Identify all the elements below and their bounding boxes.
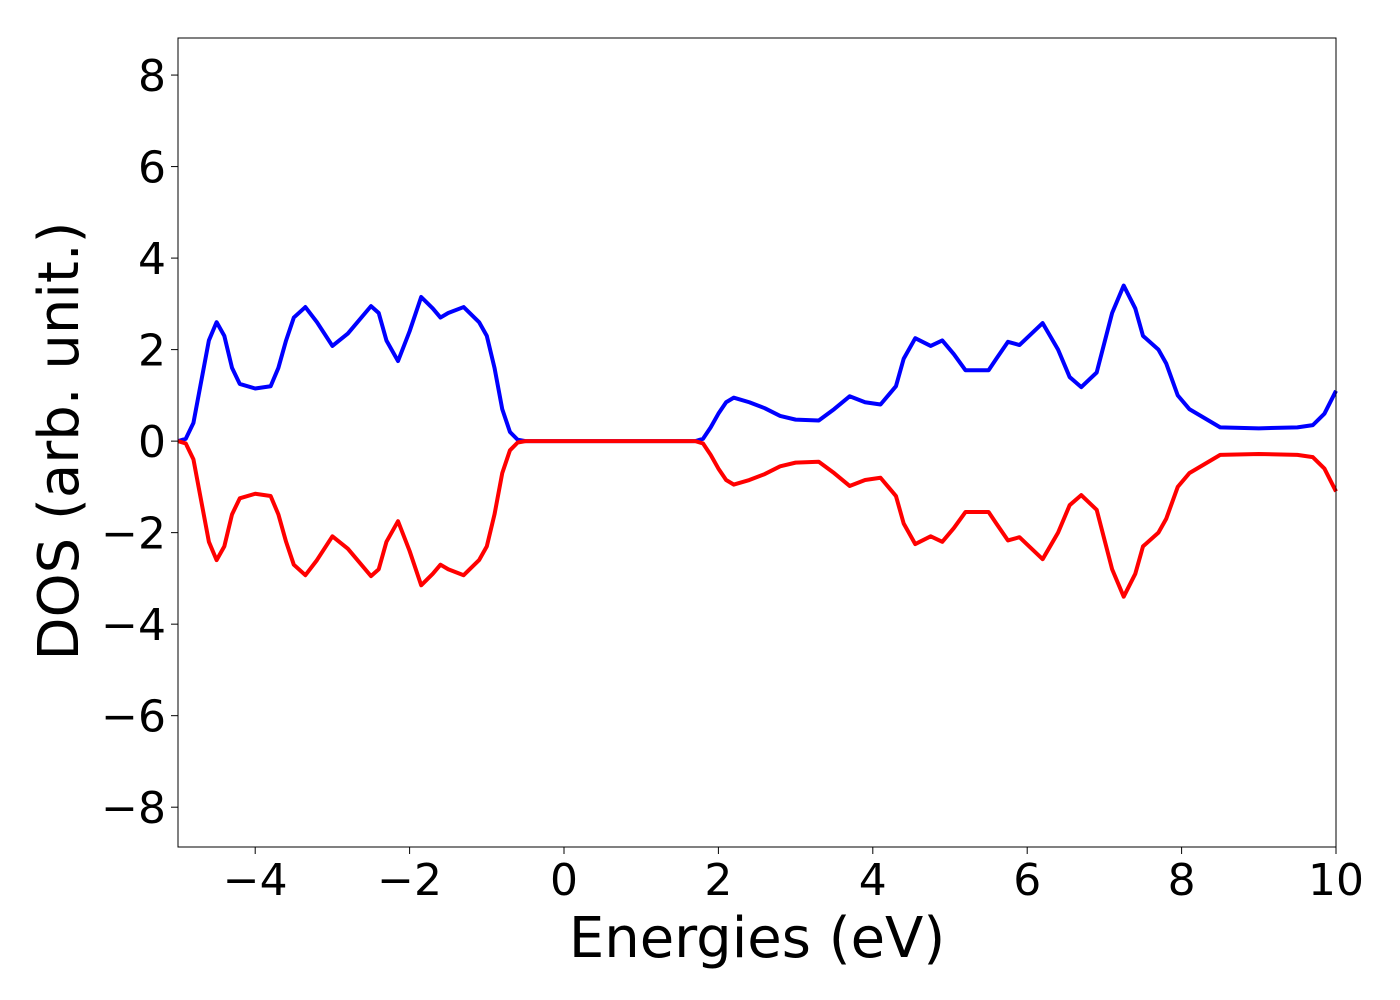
y-tick-label: −8 [101, 783, 166, 834]
x-tick-label: 4 [859, 855, 887, 906]
series-line [177, 283, 1338, 444]
y-tick-label: −6 [101, 692, 166, 743]
x-tick-label: 8 [1168, 855, 1196, 906]
y-tick-label: −2 [101, 509, 166, 560]
x-tick-label: −4 [223, 855, 288, 906]
x-tick-label: 0 [550, 855, 578, 906]
y-tick-label: 0 [138, 417, 166, 468]
y-tick-label: −4 [101, 600, 166, 651]
x-tick-label: 6 [1013, 855, 1041, 906]
x-tick-label: 2 [704, 855, 732, 906]
x-axis-label: Energies (eV) [569, 906, 945, 971]
series-line [177, 439, 1338, 599]
x-tick-label: −2 [377, 855, 442, 906]
y-tick-label: 8 [138, 51, 166, 102]
y-axis-label: DOS (arb. unit.) [27, 221, 92, 660]
plot-frame [177, 37, 1337, 848]
x-tick-label: 10 [1308, 855, 1364, 906]
y-tick-label: 6 [138, 143, 166, 194]
y-tick-label: 4 [138, 234, 166, 285]
y-tick-label: 2 [138, 326, 166, 377]
